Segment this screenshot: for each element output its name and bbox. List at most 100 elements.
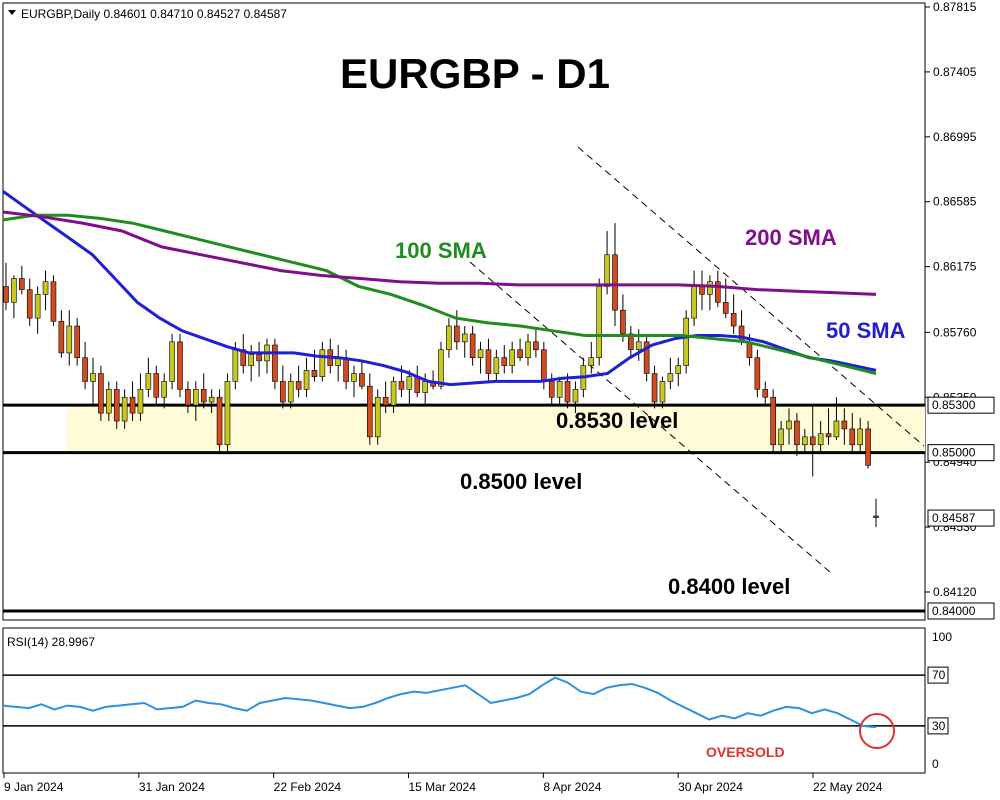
svg-text:0.84000: 0.84000	[932, 604, 976, 618]
price-box-label: 0.84587	[927, 509, 995, 527]
candle	[722, 278, 729, 319]
rsi-series	[2, 674, 925, 729]
candle	[659, 376, 666, 409]
candle	[517, 338, 523, 361]
candle	[469, 326, 476, 366]
level-8400-label: 0.8400 level	[668, 574, 790, 599]
candle	[351, 365, 357, 398]
candle	[185, 381, 191, 414]
candle	[50, 275, 57, 327]
price-tick-label: 0.86175	[933, 260, 977, 274]
candle	[825, 408, 832, 445]
candle	[66, 310, 73, 366]
candle	[406, 370, 413, 406]
candle	[525, 333, 531, 366]
candle	[628, 326, 634, 358]
candle	[208, 389, 215, 414]
time-tick-label: 15 Mar 2024	[409, 780, 477, 794]
candle	[224, 373, 231, 453]
dropdown-triangle-icon[interactable]	[8, 10, 16, 15]
candle	[129, 381, 136, 422]
candle	[287, 373, 294, 409]
candle	[256, 341, 262, 377]
rsi-panel	[2, 627, 926, 774]
candle	[833, 397, 840, 441]
oversold-circle-marker	[859, 713, 895, 749]
candles	[3, 223, 879, 528]
candle	[74, 318, 80, 366]
candle	[390, 376, 397, 414]
candle	[588, 341, 595, 374]
candle	[477, 341, 484, 374]
svg-text:0.85300: 0.85300	[932, 398, 976, 412]
candle	[42, 270, 49, 311]
time-tick-label: 8 Apr 2024	[543, 780, 601, 794]
sma50-line	[2, 190, 877, 387]
sma200-line	[2, 210, 877, 296]
candle	[193, 381, 199, 422]
time-tick-label: 30 Apr 2024	[678, 780, 743, 794]
trend-lines	[469, 146, 925, 573]
svg-text:30: 30	[932, 719, 946, 733]
candle	[533, 329, 539, 358]
price-tick-label: 0.87815	[933, 0, 977, 14]
candle	[137, 373, 144, 422]
candle	[778, 421, 784, 453]
candle	[303, 357, 310, 398]
candle	[216, 389, 223, 453]
candle	[3, 262, 9, 311]
svg-text:70: 70	[932, 668, 946, 682]
candle	[770, 389, 776, 453]
time-tick-label: 9 Jan 2024	[4, 780, 64, 794]
candle	[786, 408, 792, 445]
rsi-tick-label: 0	[932, 757, 939, 771]
oversold-label: OVERSOLD	[706, 744, 785, 760]
sma200-label: 200 SMA	[745, 225, 837, 250]
level-8500-label: 0.8500 level	[460, 469, 582, 494]
candle	[26, 278, 33, 327]
price-tick-label: 0.86995	[933, 130, 977, 144]
sma100-line	[2, 213, 877, 375]
candle	[809, 405, 816, 477]
candle	[438, 341, 444, 390]
price-tick-label: 0.84120	[933, 585, 977, 599]
candle	[596, 278, 602, 366]
candle	[145, 357, 152, 398]
sma100-label: 100 SMA	[395, 238, 487, 263]
level-8530-label: 0.8530 level	[556, 408, 678, 433]
sma50-label: 50 SMA	[826, 318, 906, 343]
candle	[715, 270, 721, 308]
price-box-label: 0.85300	[927, 396, 995, 414]
candle	[374, 389, 381, 445]
candle	[572, 381, 579, 414]
time-tick-label: 22 Feb 2024	[274, 780, 342, 794]
candle	[873, 498, 879, 528]
candle	[794, 413, 800, 456]
rsi-tick-label: 100	[932, 630, 952, 644]
candle	[509, 341, 515, 374]
chart-title: EURGBP - D1	[340, 50, 610, 97]
candle	[11, 275, 17, 319]
candle	[667, 357, 674, 390]
candle	[34, 286, 41, 334]
price-tick-label: 0.86585	[933, 195, 977, 209]
candle	[280, 365, 286, 409]
price-axis: 0.87815 0.87405 0.86995 0.86585 0.86175 0.857…	[925, 0, 995, 771]
price-box-label: 0.84000	[927, 602, 995, 620]
svg-text:0: 0	[932, 757, 939, 771]
candle	[762, 381, 769, 406]
candle	[461, 326, 468, 358]
candle	[248, 345, 254, 382]
time-tick-label: 22 May 2024	[813, 780, 883, 794]
candle	[612, 223, 618, 327]
candle	[841, 408, 848, 445]
rsi-label: RSI(14) 28.9967	[7, 635, 95, 649]
candle	[485, 338, 492, 382]
symbol-info: EURGBP,Daily 0.84601 0.84710 0.84527 0.8…	[21, 7, 287, 21]
candle	[865, 421, 871, 469]
candle	[106, 381, 112, 422]
candle	[643, 333, 650, 382]
candle	[501, 345, 508, 374]
candle	[754, 349, 761, 398]
